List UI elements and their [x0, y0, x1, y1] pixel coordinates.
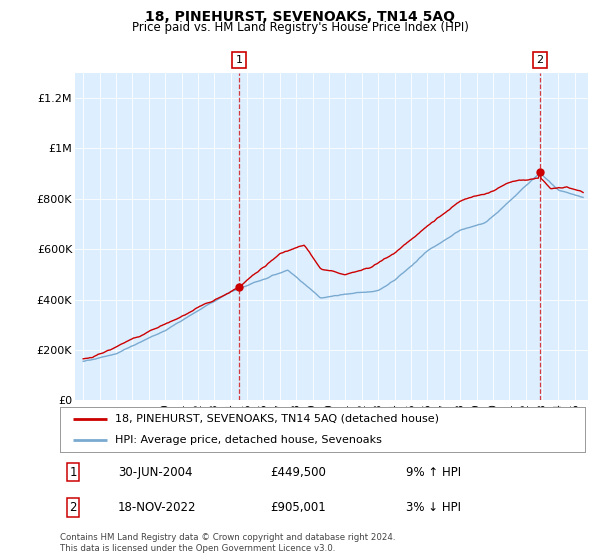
Text: 3% ↓ HPI: 3% ↓ HPI [407, 501, 461, 514]
Text: 9% ↑ HPI: 9% ↑ HPI [407, 466, 461, 479]
Text: 18, PINEHURST, SEVENOAKS, TN14 5AQ: 18, PINEHURST, SEVENOAKS, TN14 5AQ [145, 10, 455, 24]
Text: £449,500: £449,500 [270, 466, 326, 479]
Text: 2: 2 [70, 501, 77, 514]
Text: HPI: Average price, detached house, Sevenoaks: HPI: Average price, detached house, Seve… [115, 435, 382, 445]
Text: £905,001: £905,001 [270, 501, 326, 514]
Text: 2: 2 [536, 55, 544, 65]
Text: 1: 1 [235, 55, 242, 65]
Text: 18, PINEHURST, SEVENOAKS, TN14 5AQ (detached house): 18, PINEHURST, SEVENOAKS, TN14 5AQ (deta… [115, 414, 439, 424]
Text: 1: 1 [70, 466, 77, 479]
Text: Price paid vs. HM Land Registry's House Price Index (HPI): Price paid vs. HM Land Registry's House … [131, 21, 469, 34]
Text: 18-NOV-2022: 18-NOV-2022 [118, 501, 196, 514]
Text: 30-JUN-2004: 30-JUN-2004 [118, 466, 192, 479]
Text: Contains HM Land Registry data © Crown copyright and database right 2024.
This d: Contains HM Land Registry data © Crown c… [60, 533, 395, 553]
